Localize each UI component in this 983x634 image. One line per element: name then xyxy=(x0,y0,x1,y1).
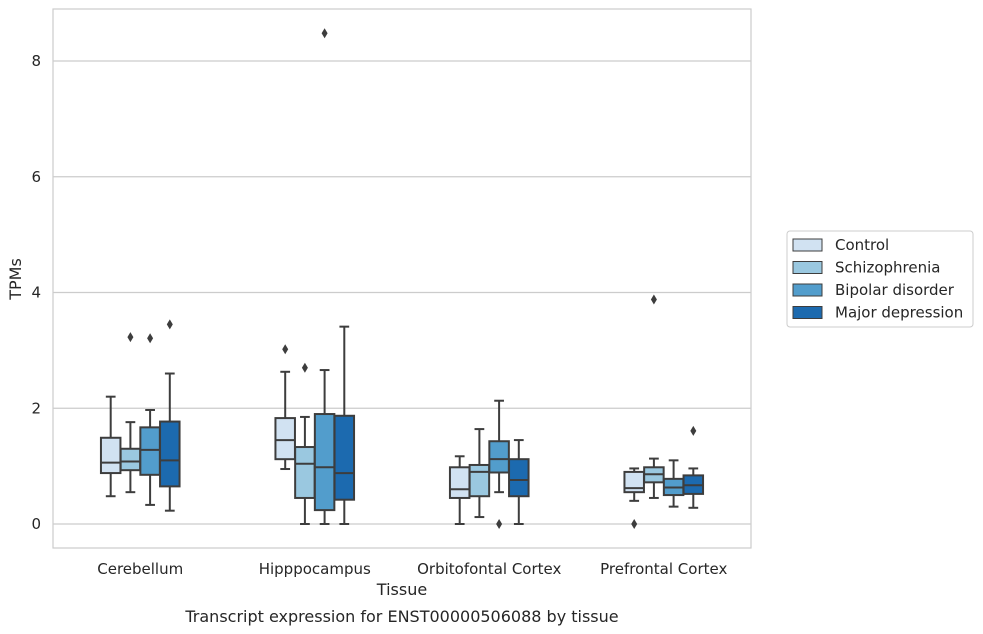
legend-label: Major depression xyxy=(835,304,963,322)
chart-title: Transcript expression for ENST0000050608… xyxy=(184,607,618,626)
box xyxy=(294,446,316,499)
outlier-point xyxy=(147,333,154,344)
x-tick-labels: Cerebellum Hipppocampus Orbitofontal Corte… xyxy=(97,560,727,578)
legend: Control Schizophrenia Bipolar disorder Majo… xyxy=(786,230,974,328)
outlier-point xyxy=(321,28,328,39)
box xyxy=(508,458,530,498)
x-tick-label: Hipppocampus xyxy=(259,560,371,578)
box xyxy=(448,466,471,499)
y-tick-label: 6 xyxy=(31,168,41,186)
legend-label: Bipolar disorder xyxy=(835,281,955,299)
box xyxy=(99,436,122,475)
box xyxy=(313,413,336,512)
outlier-point xyxy=(650,294,657,305)
box xyxy=(139,426,161,476)
legend-swatch xyxy=(792,283,823,297)
series-3 xyxy=(159,319,705,525)
x-tick-label: Orbitofontal Cortex xyxy=(417,560,561,578)
box xyxy=(159,420,181,488)
outlier-point xyxy=(301,362,308,373)
y-tick-label: 0 xyxy=(31,515,41,533)
box xyxy=(274,417,296,461)
series-2 xyxy=(139,28,685,529)
y-tick-label: 8 xyxy=(31,52,41,70)
outlier-point xyxy=(127,332,134,343)
box xyxy=(468,463,491,498)
legend-frame xyxy=(786,230,974,328)
legend-swatch xyxy=(792,238,823,252)
legend-label: Control xyxy=(835,236,889,254)
box xyxy=(623,470,645,494)
box-series xyxy=(99,28,705,529)
x-tick-label: Cerebellum xyxy=(97,560,183,578)
legend-swatch xyxy=(792,306,823,319)
outlier-point xyxy=(282,344,289,355)
box xyxy=(488,440,510,474)
outlier-point xyxy=(690,425,697,436)
x-tick-label: Prefrontal Cortex xyxy=(600,560,727,578)
y-tick-label: 2 xyxy=(31,399,41,417)
legend-label: Schizophrenia xyxy=(835,259,940,277)
box xyxy=(333,414,356,501)
outlier-point xyxy=(631,519,638,529)
legend-swatch xyxy=(792,261,823,274)
y-axis-label: TPMs xyxy=(6,258,25,301)
y-tick-label: 4 xyxy=(31,284,41,302)
series-1 xyxy=(119,294,665,525)
x-axis-label: Tissue xyxy=(376,580,427,599)
box xyxy=(119,447,142,472)
series-0 xyxy=(99,344,645,529)
outlier-point xyxy=(496,519,503,529)
y-tick-labels: 0 2 4 6 8 xyxy=(31,52,41,533)
outlier-point xyxy=(166,319,173,330)
